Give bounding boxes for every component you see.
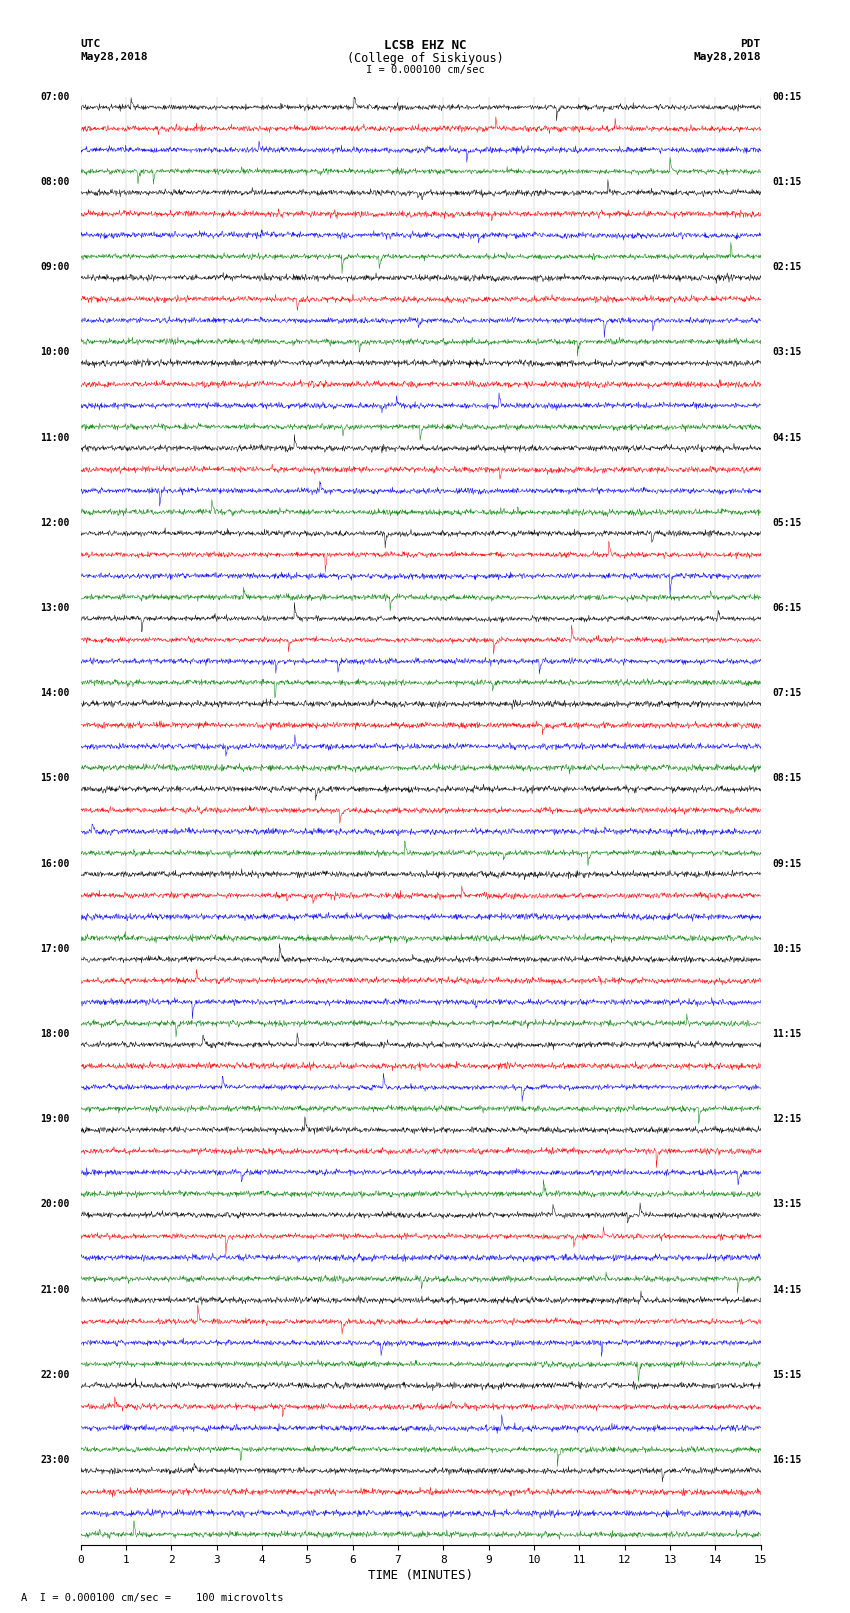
Text: 12:15: 12:15	[772, 1115, 802, 1124]
Text: (College of Siskiyous): (College of Siskiyous)	[347, 52, 503, 65]
Text: 02:15: 02:15	[772, 263, 802, 273]
Text: 11:15: 11:15	[772, 1029, 802, 1039]
Text: May28,2018: May28,2018	[81, 52, 148, 61]
Text: 12:00: 12:00	[40, 518, 70, 527]
Text: 21:00: 21:00	[40, 1284, 70, 1295]
Text: 19:00: 19:00	[40, 1115, 70, 1124]
Text: 15:00: 15:00	[40, 773, 70, 784]
Text: 11:00: 11:00	[40, 432, 70, 442]
Text: 20:00: 20:00	[40, 1200, 70, 1210]
Text: A  I = 0.000100 cm/sec =    100 microvolts: A I = 0.000100 cm/sec = 100 microvolts	[21, 1594, 284, 1603]
Text: 07:15: 07:15	[772, 689, 802, 698]
Text: 09:15: 09:15	[772, 858, 802, 869]
Text: 13:00: 13:00	[40, 603, 70, 613]
Text: 13:15: 13:15	[772, 1200, 802, 1210]
Text: 10:15: 10:15	[772, 944, 802, 953]
Text: 00:15: 00:15	[772, 92, 802, 102]
Text: May28,2018: May28,2018	[694, 52, 761, 61]
Text: 09:00: 09:00	[40, 263, 70, 273]
Text: UTC: UTC	[81, 39, 101, 48]
Text: 10:00: 10:00	[40, 347, 70, 358]
Text: 18:00: 18:00	[40, 1029, 70, 1039]
Text: LCSB EHZ NC: LCSB EHZ NC	[383, 39, 467, 52]
Text: PDT: PDT	[740, 39, 761, 48]
Text: 08:00: 08:00	[40, 177, 70, 187]
Text: 23:00: 23:00	[40, 1455, 70, 1465]
Text: 22:00: 22:00	[40, 1369, 70, 1379]
Text: 01:15: 01:15	[772, 177, 802, 187]
Text: 15:15: 15:15	[772, 1369, 802, 1379]
Text: 04:15: 04:15	[772, 432, 802, 442]
Text: 14:15: 14:15	[772, 1284, 802, 1295]
Text: 05:15: 05:15	[772, 518, 802, 527]
Text: 06:15: 06:15	[772, 603, 802, 613]
Text: 14:00: 14:00	[40, 689, 70, 698]
Text: 16:00: 16:00	[40, 858, 70, 869]
Text: 03:15: 03:15	[772, 347, 802, 358]
Text: 07:00: 07:00	[40, 92, 70, 102]
Text: I = 0.000100 cm/sec: I = 0.000100 cm/sec	[366, 65, 484, 74]
Text: 16:15: 16:15	[772, 1455, 802, 1465]
X-axis label: TIME (MINUTES): TIME (MINUTES)	[368, 1569, 473, 1582]
Text: 17:00: 17:00	[40, 944, 70, 953]
Text: 08:15: 08:15	[772, 773, 802, 784]
